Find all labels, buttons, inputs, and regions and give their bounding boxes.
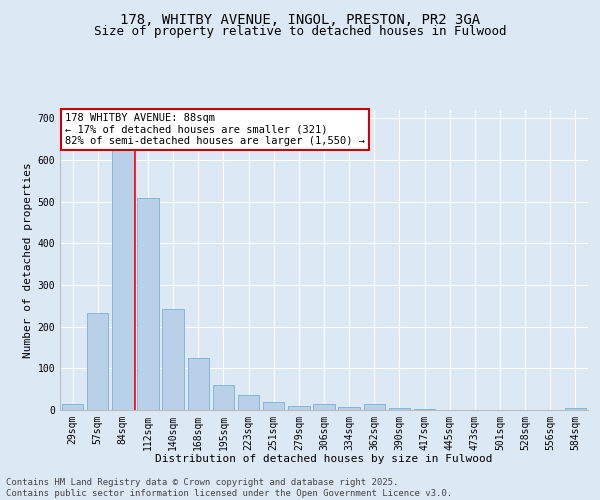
- Bar: [87, 314, 109, 410]
- Text: Contains HM Land Registry data © Crown copyright and database right 2025.
Contai: Contains HM Land Registry data © Crown c…: [6, 478, 452, 498]
- Bar: [163, 308, 184, 410]
- Y-axis label: Number of detached properties: Number of detached properties: [23, 162, 34, 358]
- Bar: [112, 143, 134, 410]
- Bar: [389, 408, 410, 410]
- Bar: [338, 406, 360, 410]
- Bar: [188, 358, 209, 410]
- X-axis label: Distribution of detached houses by size in Fulwood: Distribution of detached houses by size …: [155, 454, 493, 464]
- Text: 178 WHITBY AVENUE: 88sqm
← 17% of detached houses are smaller (321)
82% of semi-: 178 WHITBY AVENUE: 88sqm ← 17% of detach…: [65, 113, 365, 146]
- Bar: [288, 406, 310, 410]
- Bar: [62, 404, 83, 410]
- Text: Size of property relative to detached houses in Fulwood: Size of property relative to detached ho…: [94, 25, 506, 38]
- Bar: [313, 404, 335, 410]
- Text: 178, WHITBY AVENUE, INGOL, PRESTON, PR2 3GA: 178, WHITBY AVENUE, INGOL, PRESTON, PR2 …: [120, 12, 480, 26]
- Bar: [263, 402, 284, 410]
- Bar: [213, 385, 234, 410]
- Bar: [137, 198, 158, 410]
- Bar: [565, 408, 586, 410]
- Bar: [364, 404, 385, 410]
- Bar: [414, 409, 435, 410]
- Bar: [238, 396, 259, 410]
